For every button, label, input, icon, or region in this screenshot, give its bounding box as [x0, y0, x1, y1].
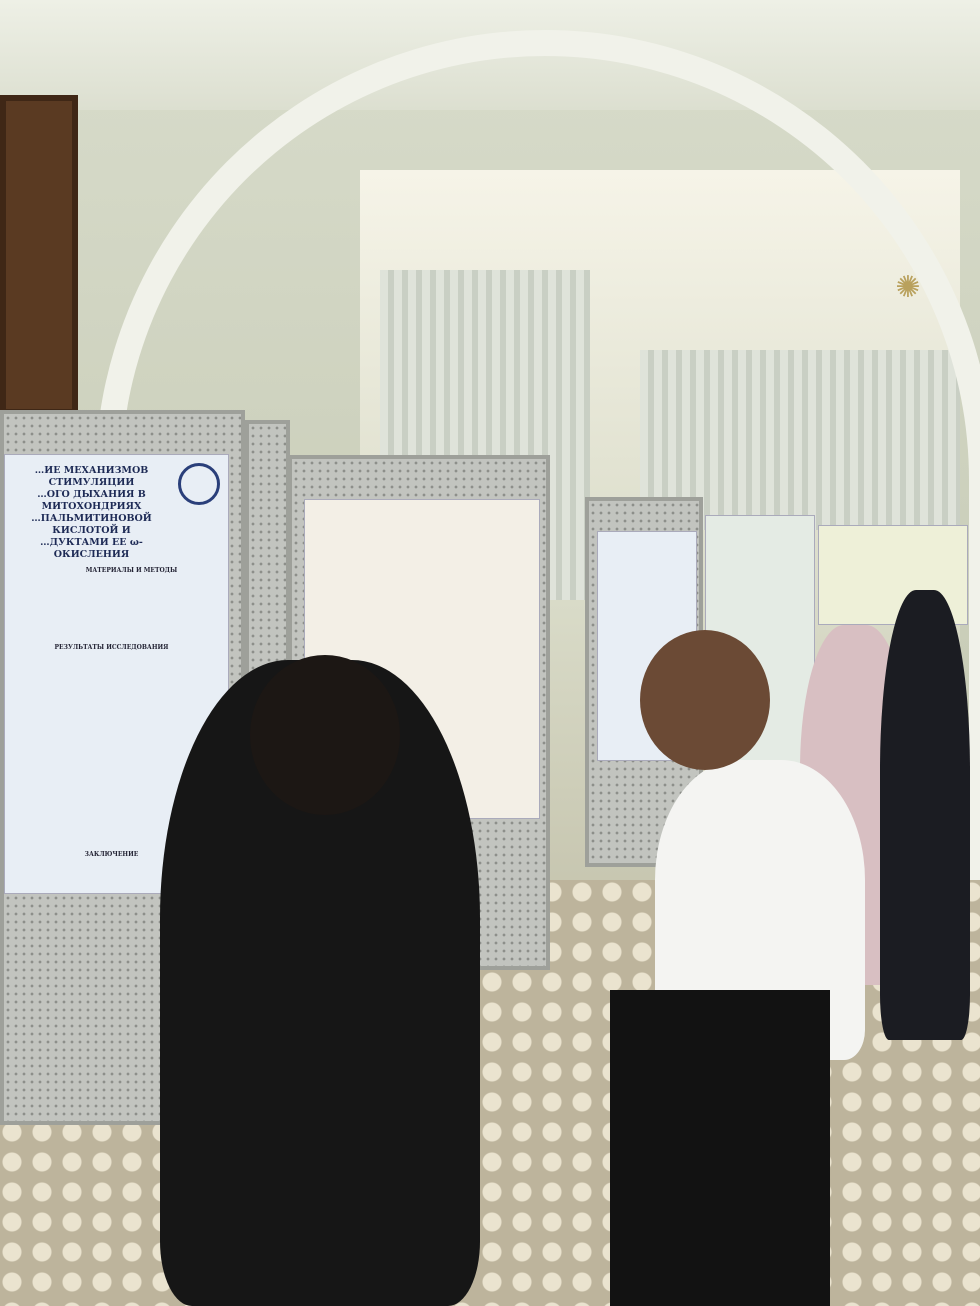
poster-title-line: …ОГО ДЫХАНИЯ В МИТОХОНДРИЯХ	[37, 489, 146, 512]
person-hair	[640, 630, 770, 770]
person-black-skirt	[610, 990, 830, 1306]
university-logo-icon	[178, 463, 220, 505]
poster-title-line: …ПАЛЬМИТИНОВОЙ КИСЛОТОЙ И	[31, 513, 152, 536]
section-results: РЕЗУЛЬТАТЫ ИССЛЕДОВАНИЯ	[54, 644, 169, 651]
section-conclusion: ЗАКЛЮЧЕНИЕ	[84, 851, 139, 858]
wooden-door	[0, 95, 78, 415]
person-head	[250, 655, 400, 815]
person-black-dress	[880, 590, 970, 1040]
chandelier-icon: ✺	[895, 270, 921, 305]
poster-title-line: …ИЕ МЕХАНИЗМОВ СТИМУЛЯЦИИ	[34, 465, 149, 488]
section-methods: МАТЕРИАЛЫ И МЕТОДЫ	[85, 567, 178, 574]
poster-title-line: …ДУКТАМИ ЕЕ ω-ОКИСЛЕНИЯ	[40, 537, 143, 560]
